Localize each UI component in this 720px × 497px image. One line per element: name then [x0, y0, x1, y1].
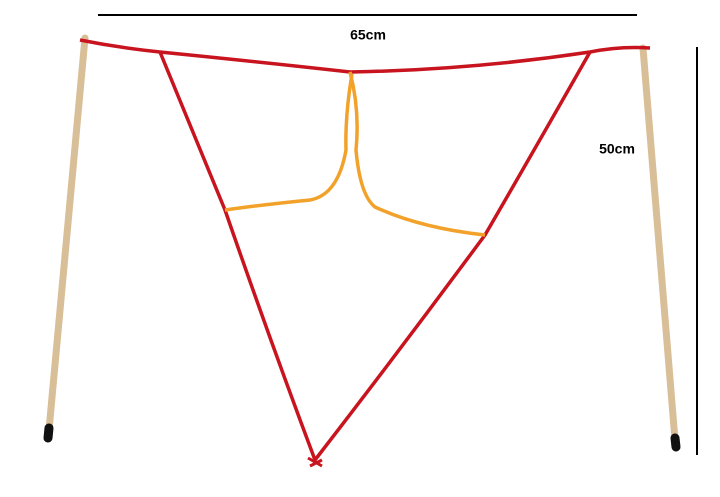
orange-rope [224, 71, 486, 237]
width-label: 65cm [350, 27, 386, 43]
right-stick [639, 44, 681, 452]
left-stick [43, 34, 89, 443]
height-label: 50cm [599, 141, 635, 157]
red-rope [79, 38, 651, 468]
